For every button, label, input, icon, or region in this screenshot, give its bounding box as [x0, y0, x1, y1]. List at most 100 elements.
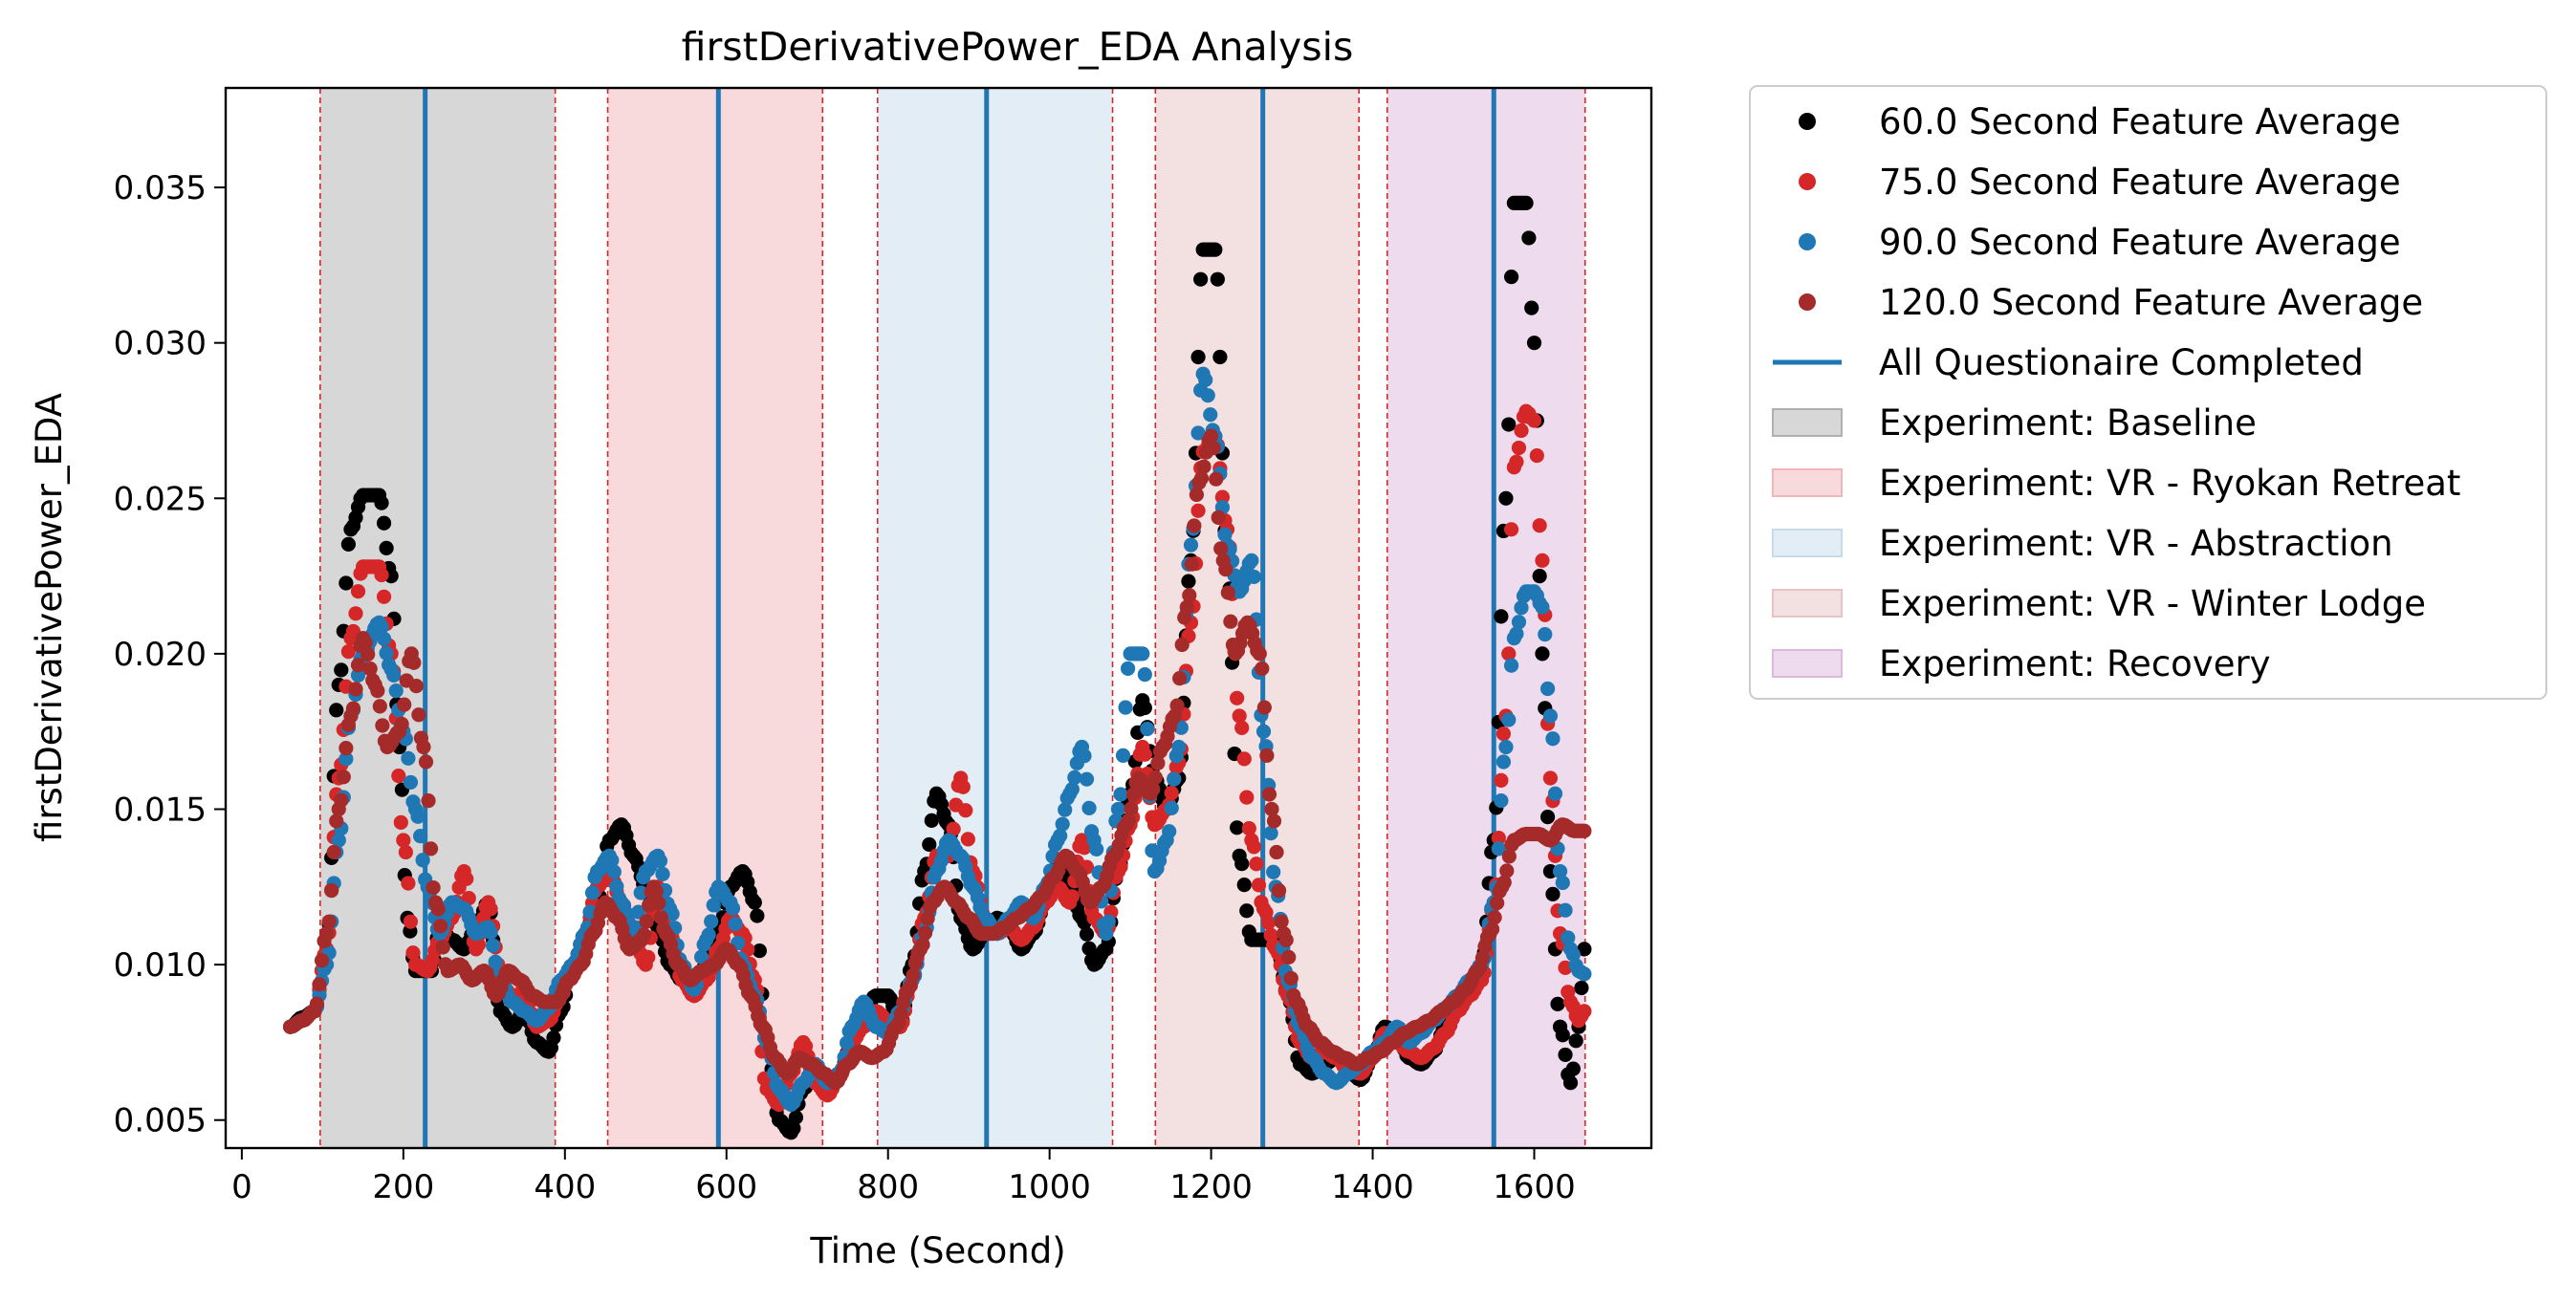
data-point [1064, 781, 1080, 797]
data-point [1526, 413, 1542, 428]
x-tick-label: 1000 [1008, 1168, 1091, 1206]
data-point [786, 1120, 801, 1136]
data-point [582, 904, 598, 920]
data-point [1491, 831, 1506, 846]
data-point [1562, 1075, 1579, 1091]
data-point [633, 885, 648, 900]
data-point [1495, 726, 1512, 742]
data-point [329, 703, 344, 718]
data-point [1173, 720, 1189, 735]
data-point [1190, 349, 1206, 365]
data-point [372, 699, 387, 714]
data-point [1232, 708, 1247, 724]
data-point [397, 697, 412, 712]
data-point [433, 919, 448, 934]
data-point [584, 885, 600, 900]
data-point [917, 925, 933, 941]
data-point [1577, 942, 1592, 957]
data-point [1162, 824, 1177, 839]
legend-label: 120.0 Second Feature Average [1879, 282, 2423, 323]
data-point [1255, 724, 1272, 739]
data-point [329, 813, 344, 829]
data-point [1110, 801, 1126, 817]
data-point [1514, 600, 1529, 616]
data-point [1182, 588, 1197, 603]
data-point [1067, 770, 1082, 785]
data-point [893, 1007, 908, 1022]
region-boundaries [319, 88, 1586, 1148]
data-point [1246, 569, 1261, 585]
data-point [1079, 771, 1095, 787]
data-point [1474, 950, 1491, 965]
data-point [1545, 886, 1561, 901]
data-point [1264, 801, 1279, 817]
data-point [1120, 661, 1136, 677]
y-tick-label: 0.030 [114, 325, 207, 363]
data-point [1261, 787, 1277, 802]
data-point [1171, 739, 1187, 755]
legend-swatch-icon [1772, 408, 1843, 437]
data-point [1518, 195, 1534, 210]
data-point [334, 792, 349, 808]
data-point [410, 809, 426, 824]
legend-label: Experiment: Recovery [1879, 643, 2271, 684]
data-point [1218, 562, 1233, 577]
data-point [326, 844, 341, 860]
data-point [412, 829, 428, 844]
data-point [1255, 661, 1270, 677]
data-point [639, 914, 654, 929]
data-point [728, 916, 743, 932]
data-point [653, 910, 668, 925]
data-point [631, 904, 646, 920]
legend-marker-icon [1799, 293, 1816, 311]
data-point [340, 536, 357, 552]
data-point [1494, 793, 1509, 809]
data-point [1200, 388, 1215, 403]
data-point [752, 943, 767, 959]
data-point [1281, 949, 1297, 965]
data-point [401, 750, 416, 766]
data-point [958, 803, 973, 818]
legend-swatch-icon [1772, 649, 1843, 678]
data-point [1230, 690, 1245, 705]
data-point [1561, 930, 1576, 945]
data-point [1193, 271, 1209, 287]
data-point [1174, 637, 1190, 653]
data-point [1190, 425, 1206, 441]
x-axis-label: Time (Second) [809, 1230, 1065, 1271]
data-point [1135, 646, 1150, 661]
region-1 [607, 88, 823, 1148]
data-point [1558, 1047, 1573, 1063]
data-point [1539, 810, 1556, 825]
data-point [1115, 748, 1131, 763]
data-point [1101, 914, 1116, 929]
data-point [1179, 599, 1194, 615]
data-point [1206, 441, 1221, 456]
data-point [1137, 667, 1152, 683]
data-point [336, 770, 351, 785]
data-point [1190, 503, 1206, 518]
data-point [1495, 754, 1512, 770]
data-point [960, 832, 975, 847]
y-tick-label: 0.015 [114, 791, 207, 830]
data-point [401, 876, 416, 891]
data-point [403, 774, 419, 791]
data-point [1211, 510, 1226, 525]
data-point [546, 1030, 561, 1046]
data-point [394, 716, 409, 732]
data-point [1252, 646, 1267, 661]
data-point [379, 540, 394, 555]
data-point [693, 949, 709, 965]
data-point [362, 661, 378, 677]
data-point [1137, 747, 1152, 762]
data-point [1209, 471, 1224, 487]
data-point [396, 833, 411, 848]
data-point [1532, 568, 1547, 584]
data-point [1223, 614, 1238, 629]
data-point [1239, 790, 1255, 805]
x-tick-label: 1200 [1169, 1168, 1253, 1206]
data-point [370, 683, 385, 699]
data-point [338, 575, 354, 591]
data-point [1509, 454, 1524, 469]
data-point [1058, 802, 1073, 817]
